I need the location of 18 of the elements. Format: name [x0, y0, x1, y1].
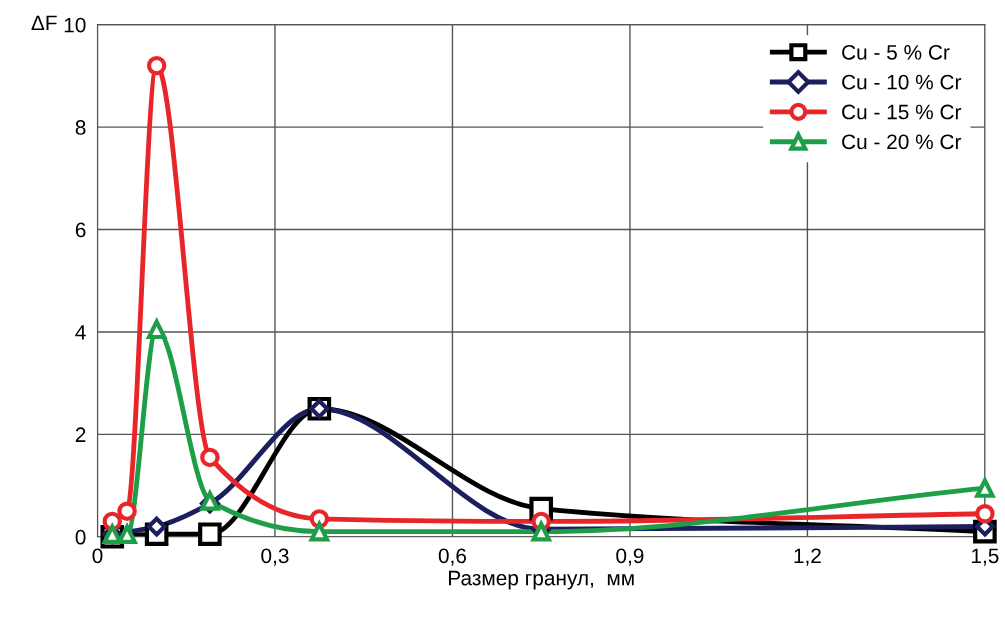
x-tick-label: 1,5: [972, 548, 999, 566]
legend-label: Cu - 10 % Cr: [842, 74, 962, 90]
y-tick-label: 6: [75, 222, 86, 238]
legend-label: Cu - 5 % Cr: [842, 44, 950, 60]
x-tick-label: 1,2: [794, 548, 821, 566]
x-tick-label: 0,9: [616, 548, 644, 566]
x-tick-label: 0,3: [261, 548, 289, 566]
legend-label: Cu - 20 % Cr: [842, 134, 962, 150]
y-tick-label: 10: [64, 17, 86, 33]
y-axis-title: ΔF: [31, 15, 57, 31]
y-tick-label: 8: [75, 120, 86, 135]
x-tick-label: 0: [92, 548, 103, 564]
y-tick-label: 2: [75, 427, 86, 442]
x-axis-title: Размер гранул, мм: [449, 570, 634, 590]
y-tick-label: 0: [75, 529, 86, 545]
y-tick-label: 4: [75, 325, 86, 340]
x-tick-label: 0,6: [438, 548, 467, 566]
legend-label: Cu - 15 % Cr: [842, 104, 962, 120]
